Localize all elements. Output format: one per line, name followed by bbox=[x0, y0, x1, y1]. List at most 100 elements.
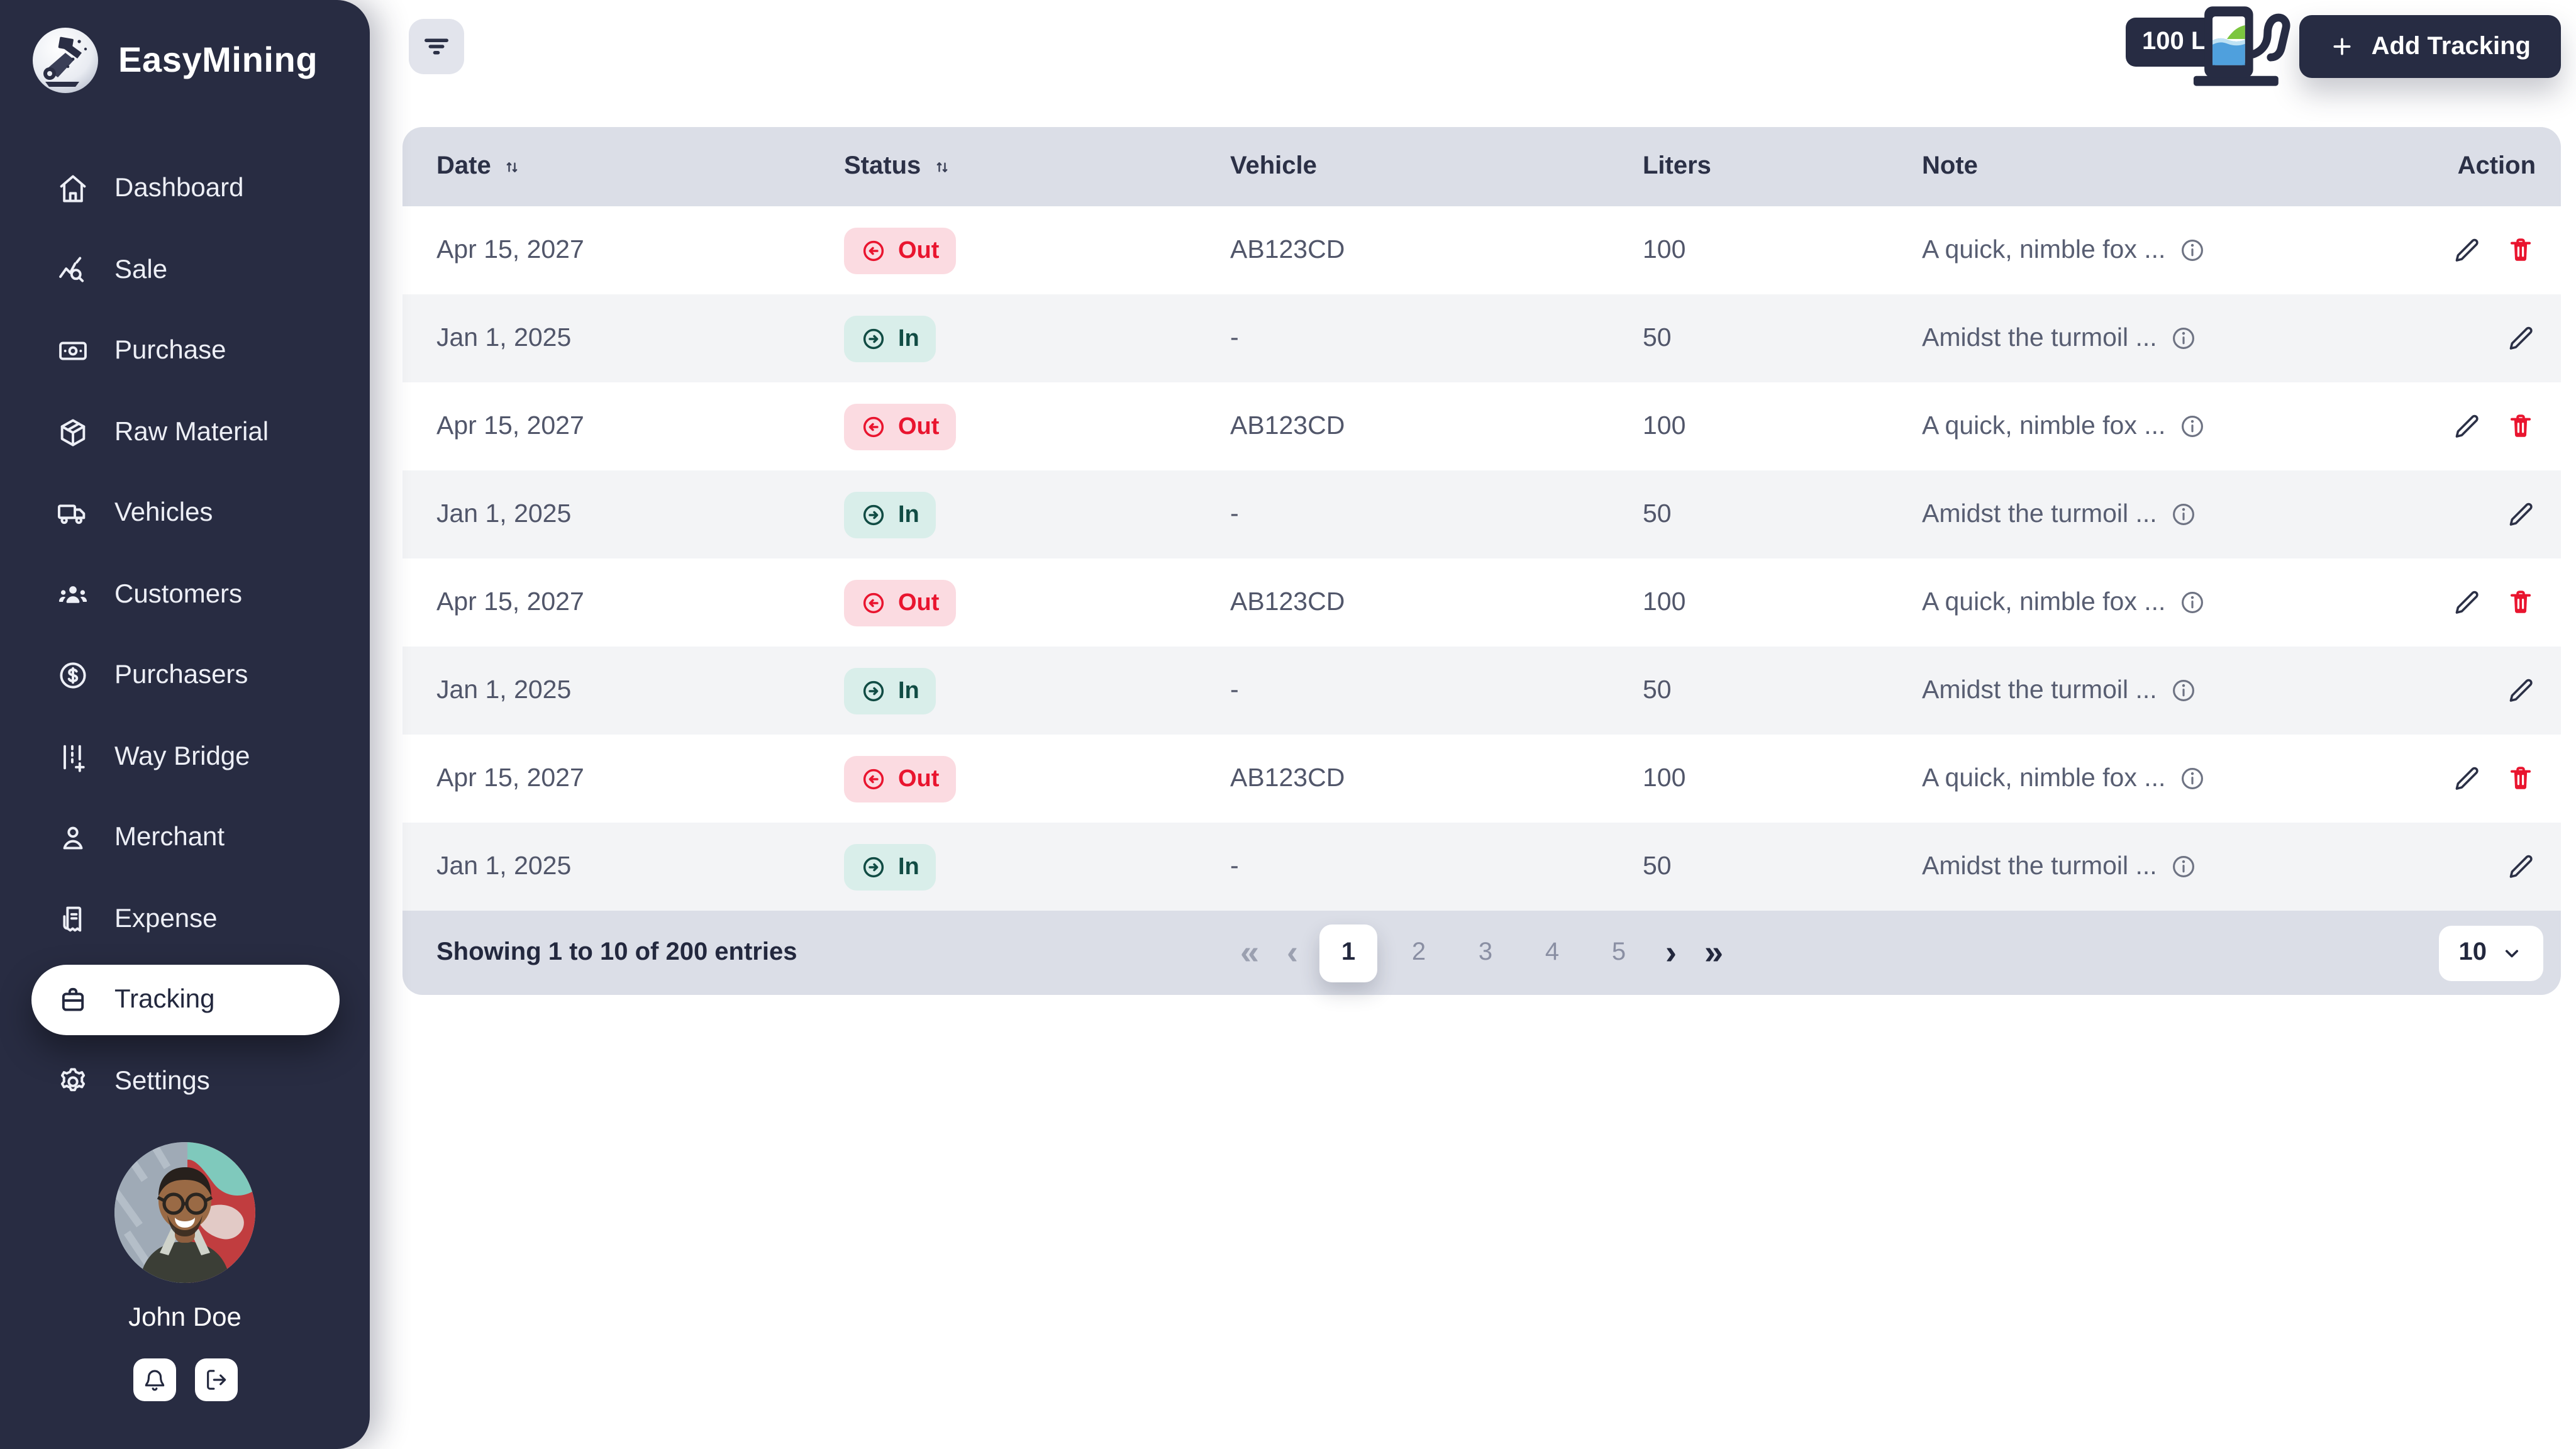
avatar[interactable] bbox=[114, 1142, 255, 1283]
logout-button[interactable] bbox=[194, 1358, 237, 1401]
column-label: Liters bbox=[1643, 152, 1711, 180]
cell-date: Apr 15, 2027 bbox=[436, 411, 584, 440]
edit-button[interactable] bbox=[2451, 587, 2482, 618]
status-label: Out bbox=[898, 765, 940, 792]
page-button-4[interactable]: 4 bbox=[1545, 938, 1560, 966]
sidebar-item-merchant[interactable]: Merchant bbox=[0, 797, 370, 879]
page-button-3[interactable]: 3 bbox=[1478, 938, 1493, 966]
package-icon bbox=[57, 416, 89, 449]
column-label: Note bbox=[1922, 152, 1978, 180]
sidebar-item-vehicles[interactable]: Vehicles bbox=[0, 473, 370, 554]
arrow-out-icon bbox=[863, 592, 884, 613]
cell-status: Out bbox=[844, 403, 1230, 450]
sidebar-item-expense[interactable]: Expense bbox=[0, 879, 370, 960]
receipt-icon bbox=[57, 903, 89, 936]
first-page-button[interactable]: « bbox=[1240, 933, 1259, 971]
table-row: Jan 1, 2025 In - 50 Amidst the turmoil ... bbox=[402, 823, 2561, 911]
chart-search-icon bbox=[59, 257, 84, 282]
delete-button[interactable] bbox=[2506, 763, 2536, 794]
info-icon bbox=[2172, 856, 2194, 877]
sidebar-item-label: Purchase bbox=[114, 336, 226, 365]
banknote-icon bbox=[57, 335, 89, 368]
cell-actions bbox=[2343, 587, 2536, 618]
sidebar-item-purchase[interactable]: Purchase bbox=[0, 311, 370, 392]
cell-liters: 50 bbox=[1643, 675, 1672, 704]
column-header-status[interactable]: Status bbox=[844, 152, 1230, 181]
info-icon[interactable] bbox=[2178, 236, 2206, 264]
info-icon[interactable] bbox=[2170, 853, 2197, 880]
person-icon bbox=[63, 827, 83, 850]
table-row: Apr 15, 2027 Out AB123CD 100 A quick, nimble… bbox=[402, 382, 2561, 470]
filter-button[interactable] bbox=[409, 19, 464, 74]
arrow-out-icon bbox=[863, 768, 884, 789]
table-row: Apr 15, 2027 Out AB123CD 100 A quick, nimble… bbox=[402, 735, 2561, 823]
home-icon bbox=[60, 175, 86, 203]
cell-status: In bbox=[844, 843, 1230, 890]
delete-button[interactable] bbox=[2506, 587, 2536, 618]
users-icon bbox=[57, 579, 89, 611]
table-body: Apr 15, 2027 Out AB123CD 100 A quick, nimble… bbox=[402, 206, 2561, 911]
truck-icon bbox=[57, 497, 89, 530]
pagination: « ‹ 1 2 3 4 5 › » bbox=[1234, 924, 1729, 982]
page-button-5[interactable]: 5 bbox=[1611, 938, 1626, 966]
sidebar-item-way-bridge[interactable]: Way Bridge bbox=[0, 716, 370, 797]
info-icon[interactable] bbox=[2170, 325, 2197, 352]
table-footer: Showing 1 to 10 of 200 entries « ‹ 1 2 3 4 5… bbox=[402, 911, 2561, 995]
sidebar-item-settings[interactable]: Settings bbox=[0, 1041, 370, 1122]
sidebar-item-sale[interactable]: Sale bbox=[0, 230, 370, 311]
cell-date: Jan 1, 2025 bbox=[436, 852, 572, 880]
pencil-icon bbox=[2509, 679, 2533, 702]
table-row: Apr 15, 2027 Out AB123CD 100 A quick, nimble… bbox=[402, 206, 2561, 294]
cell-vehicle: - bbox=[1230, 499, 1239, 528]
column-header-date[interactable]: Date bbox=[436, 152, 844, 181]
fuel-total: 100 L bbox=[2126, 4, 2304, 87]
notifications-button[interactable] bbox=[133, 1358, 175, 1401]
edit-button[interactable] bbox=[2451, 763, 2482, 794]
delete-button[interactable] bbox=[2506, 235, 2536, 265]
edit-button[interactable] bbox=[2506, 499, 2536, 530]
edit-button[interactable] bbox=[2506, 675, 2536, 706]
next-page-button[interactable]: › bbox=[1665, 933, 1677, 971]
arrow-in-icon bbox=[863, 680, 884, 701]
page-size-value: 10 bbox=[2458, 938, 2487, 966]
sidebar-item-label: Settings bbox=[114, 1066, 210, 1096]
edit-button[interactable] bbox=[2451, 235, 2482, 265]
last-page-button[interactable]: » bbox=[1704, 933, 1724, 971]
pencil-icon bbox=[2509, 326, 2533, 350]
sidebar-item-tracking[interactable]: Tracking bbox=[31, 965, 340, 1035]
status-label: In bbox=[898, 501, 919, 528]
edit-button[interactable] bbox=[2451, 411, 2482, 441]
edit-button[interactable] bbox=[2506, 852, 2536, 882]
info-icon[interactable] bbox=[2178, 765, 2206, 792]
page-button-1[interactable]: 1 bbox=[1319, 924, 1377, 982]
info-icon[interactable] bbox=[2170, 677, 2197, 704]
profile-actions bbox=[133, 1358, 237, 1401]
info-icon[interactable] bbox=[2170, 501, 2197, 528]
page-numbers: 1 2 3 4 5 bbox=[1319, 924, 1644, 982]
status-label: Out bbox=[898, 589, 940, 616]
cell-status: In bbox=[844, 491, 1230, 538]
sidebar-item-purchasers[interactable]: Purchasers bbox=[0, 635, 370, 716]
cell-liters: 100 bbox=[1643, 763, 1686, 792]
edit-button[interactable] bbox=[2506, 323, 2536, 353]
sidebar-item-dashboard[interactable]: Dashboard bbox=[0, 148, 370, 230]
bell-icon bbox=[144, 1370, 164, 1391]
status-badge-in: In bbox=[844, 667, 936, 714]
status-badge-out: Out bbox=[844, 755, 956, 802]
prev-page-button[interactable]: ‹ bbox=[1287, 933, 1298, 971]
info-icon[interactable] bbox=[2178, 413, 2206, 440]
cell-date: Apr 15, 2027 bbox=[436, 235, 584, 264]
main-content: 100 L Add Tracking Date Status Vehicle Lite… bbox=[370, 0, 2576, 1449]
cell-vehicle: AB123CD bbox=[1230, 587, 1345, 616]
delete-button[interactable] bbox=[2506, 411, 2536, 441]
sidebar-item-customers[interactable]: Customers bbox=[0, 554, 370, 635]
info-icon[interactable] bbox=[2178, 589, 2206, 616]
add-tracking-button[interactable]: Add Tracking bbox=[2299, 15, 2561, 78]
page-size-select[interactable]: 10 bbox=[2438, 925, 2543, 980]
info-icon bbox=[2181, 592, 2203, 613]
person-icon bbox=[57, 822, 89, 855]
sidebar-item-raw-material[interactable]: Raw Material bbox=[0, 392, 370, 473]
page-button-2[interactable]: 2 bbox=[1411, 938, 1426, 966]
status-badge-out: Out bbox=[844, 579, 956, 626]
